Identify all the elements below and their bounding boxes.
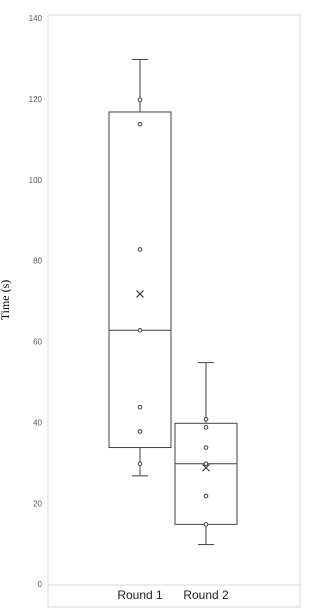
data-point	[203, 416, 209, 422]
y-tick-label: 60	[33, 338, 42, 347]
data-point	[137, 461, 143, 467]
y-axis-label: Time (s)	[0, 280, 12, 321]
plot-frame	[47, 14, 301, 608]
y-tick-label: 80	[33, 257, 42, 266]
y-tick-label: 40	[33, 418, 42, 427]
data-point	[137, 328, 143, 333]
data-point	[203, 445, 209, 450]
chart: Time (s) 0 20 40 60 80 100 120 140 Round 1 Round …	[0, 14, 301, 608]
mean-stroke	[136, 289, 144, 298]
data-point	[137, 404, 143, 410]
y-tick-label: 120	[29, 95, 43, 104]
y-tick-label: 0	[38, 580, 43, 589]
mean-marker	[136, 289, 144, 298]
data-point	[203, 522, 209, 527]
data-point	[137, 121, 143, 127]
y-tick-label: 20	[33, 499, 42, 508]
box	[174, 422, 238, 525]
y-tick-label: 140	[29, 14, 43, 23]
x-tick-label: Round 1	[117, 588, 163, 602]
y-tick-label: 100	[29, 176, 43, 185]
data-point	[137, 247, 143, 252]
data-point	[137, 97, 143, 103]
x-tick-label: Round 2	[183, 588, 229, 602]
data-point	[203, 425, 209, 430]
mean-marker	[202, 463, 210, 472]
data-point	[137, 429, 143, 434]
data-point	[203, 493, 209, 499]
mean-stroke	[202, 463, 210, 472]
box	[108, 111, 172, 449]
data-point	[203, 461, 209, 467]
